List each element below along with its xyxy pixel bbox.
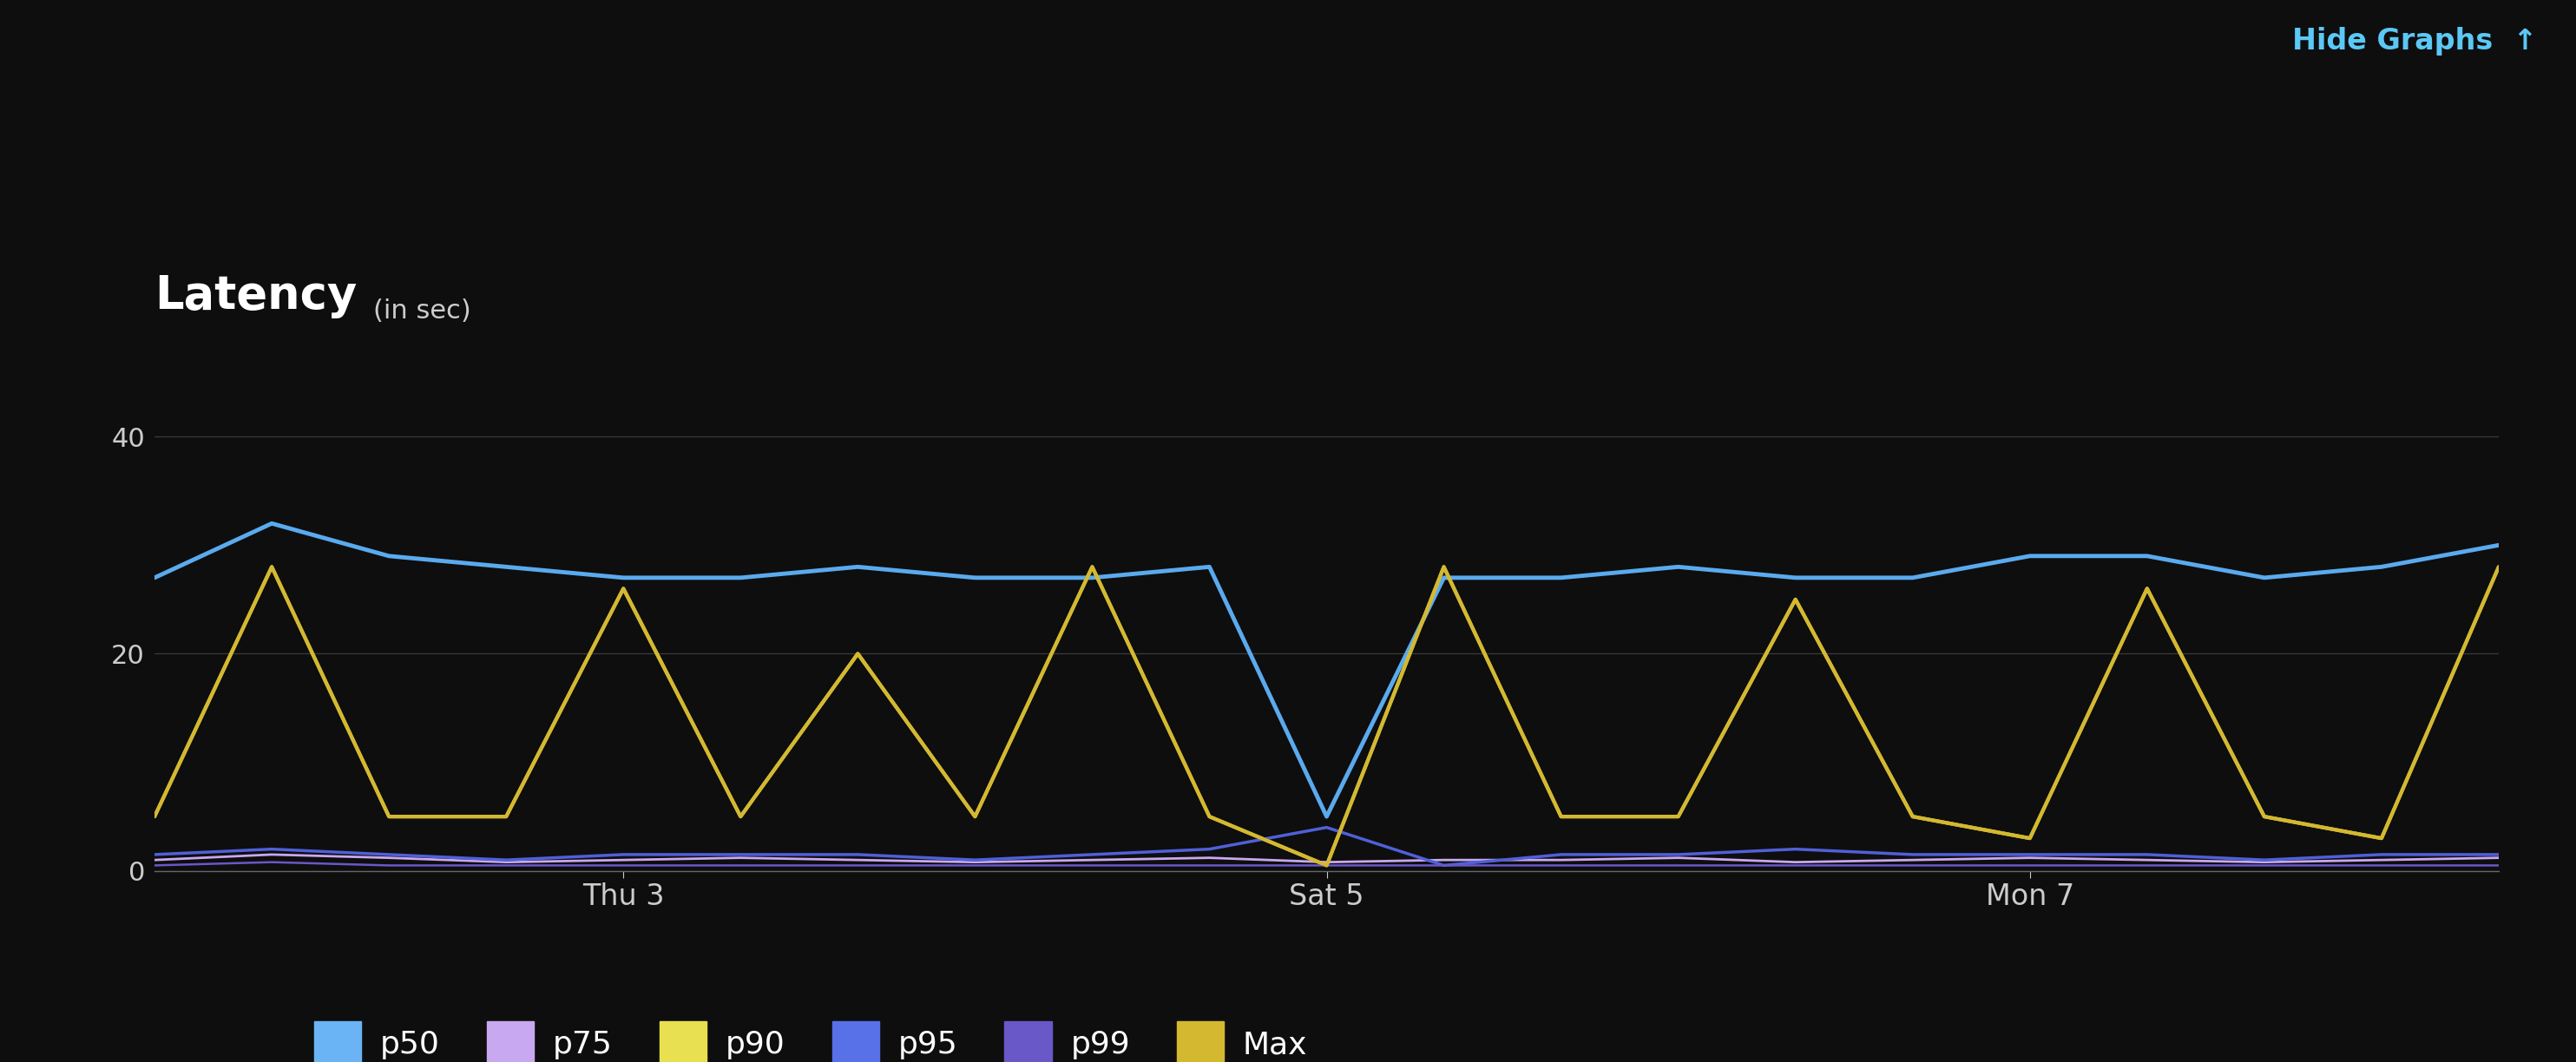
Text: (in sec): (in sec) xyxy=(374,298,471,324)
Legend: p50, p75, p90, p95, p99, Max: p50, p75, p90, p95, p99, Max xyxy=(301,1009,1319,1062)
Text: Hide Graphs  ↑: Hide Graphs ↑ xyxy=(2293,27,2537,55)
Text: Latency: Latency xyxy=(155,274,358,319)
